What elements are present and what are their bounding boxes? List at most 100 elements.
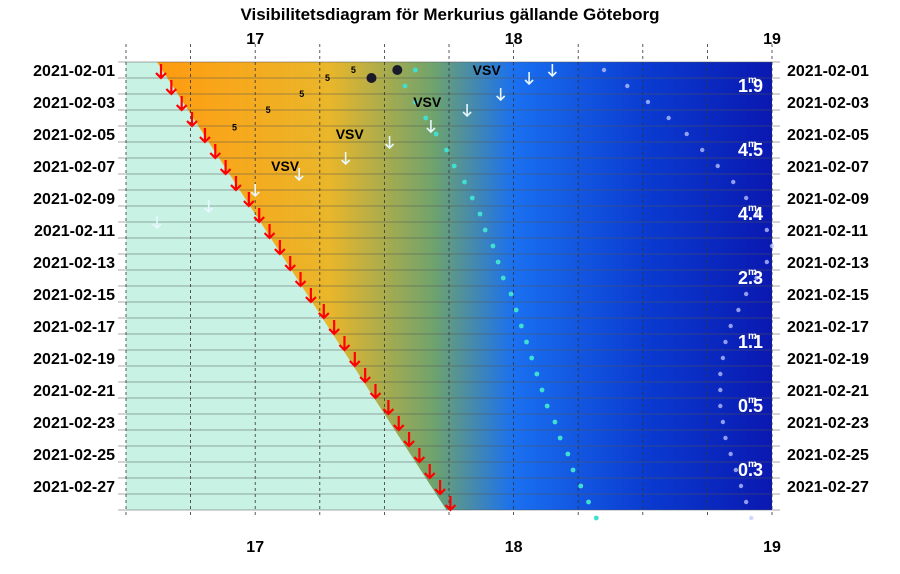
mercury-point (482, 227, 488, 233)
moon-point (743, 291, 749, 297)
magnitude-integer: 4 (738, 140, 748, 160)
sunset-arrowhead (175, 104, 188, 112)
moon-point (736, 307, 741, 313)
moon-point (764, 259, 770, 265)
altitude-label: 5 (325, 73, 330, 83)
moon-point (666, 115, 671, 121)
mercury-point (544, 403, 550, 409)
sunset-arrowhead (328, 328, 340, 336)
moon-point (728, 323, 733, 329)
set-arrowhead (547, 71, 557, 78)
date-label-right: 2021-02-01 (787, 63, 869, 80)
mercury-point (593, 515, 599, 521)
magnitude-decimal: .9 (748, 76, 763, 96)
moon-point (718, 387, 723, 393)
sunset-arrowhead (219, 168, 232, 176)
sunset-arrowhead (209, 152, 222, 160)
altitude-label: 5 (232, 123, 237, 133)
sunset-arrowhead (349, 360, 361, 368)
moon-point (723, 339, 728, 345)
magnitude-unit: m (748, 139, 757, 150)
mercury-point (552, 419, 558, 425)
azimuth-label: VSV (413, 94, 442, 110)
moon-point (738, 483, 744, 489)
mercury-point (534, 371, 540, 377)
date-label-right: 2021-02-17 (787, 319, 869, 336)
moon-point (718, 403, 723, 409)
sunset-arrowhead (230, 184, 242, 192)
date-label-left: 2021-02-01 (33, 63, 115, 80)
magnitude-integer: 1 (738, 76, 748, 96)
date-label-right: 2021-02-19 (787, 351, 869, 368)
magnitude-label: 4 m.4 (738, 203, 763, 224)
set-arrowhead (152, 223, 162, 230)
mercury-point (413, 67, 418, 73)
moon-point (718, 371, 723, 377)
magnitude-label: 1 m.9 (738, 75, 763, 96)
date-label-left: 2021-02-05 (33, 127, 115, 144)
sunset-arrowhead (318, 312, 330, 320)
magnitude-label: 1 m.1 (738, 331, 763, 352)
mercury-point (578, 483, 584, 489)
date-label-right: 2021-02-13 (787, 255, 869, 272)
magnitude-unit: m (748, 331, 757, 342)
set-arrowhead (250, 191, 260, 198)
moon-point (728, 451, 733, 457)
chart-title: Visibilitetsdiagram för Merkurius gällan… (240, 5, 659, 24)
magnitude-decimal: .5 (748, 396, 763, 416)
set-arrowhead (462, 111, 472, 118)
set-arrowhead (341, 159, 351, 166)
magnitude-integer: 2 (738, 268, 748, 288)
magnitude-unit: m (748, 459, 757, 470)
moon-point (743, 195, 749, 201)
magnitude-label: 2 m.3 (738, 267, 763, 288)
mercury-point (508, 291, 514, 297)
mercury-point (570, 467, 576, 473)
date-label-right: 2021-02-09 (787, 191, 869, 208)
date-label-left: 2021-02-07 (33, 159, 115, 176)
magnitude-decimal: .1 (748, 332, 763, 352)
moon-point (723, 435, 728, 441)
set-arrowhead (385, 143, 395, 150)
set-arrowhead (496, 95, 506, 102)
mercury-point (586, 499, 591, 505)
magnitude-integer: 1 (738, 332, 748, 352)
date-label-right: 2021-02-27 (787, 479, 869, 496)
date-label-left: 2021-02-21 (33, 383, 115, 400)
mercury-point (524, 339, 529, 345)
mercury-point (565, 451, 571, 457)
moon-point (720, 355, 726, 361)
hour-label-bottom: 19 (763, 539, 781, 556)
hour-label-bottom: 18 (505, 539, 523, 556)
moon-point (720, 419, 726, 425)
mercury-point (529, 355, 535, 361)
moon-point (684, 131, 689, 137)
date-label-left: 2021-02-15 (33, 287, 115, 304)
magnitude-integer: 0 (738, 460, 748, 480)
moon-point (749, 515, 754, 521)
date-label-left: 2021-02-25 (33, 447, 115, 464)
mercury-point (462, 179, 467, 185)
plot-area (118, 44, 780, 521)
sunset-arrowhead (423, 472, 436, 480)
date-label-left: 2021-02-13 (33, 255, 115, 272)
moon-point (601, 67, 607, 73)
azimuth-label: VSV (473, 62, 502, 78)
magnitude-integer: 4 (738, 204, 748, 224)
sunset-arrowhead (253, 216, 265, 224)
sunset-arrowhead (243, 200, 255, 208)
mercury-point (444, 147, 449, 153)
moon-point (754, 275, 759, 281)
azimuth-label: VSV (336, 126, 365, 142)
magnitude-decimal: .3 (748, 460, 763, 480)
mercury-point (557, 435, 563, 441)
mercury-point (451, 163, 457, 169)
mercury-marker (366, 73, 377, 83)
sunset-arrowhead (444, 504, 457, 512)
magnitude-decimal: .4 (748, 204, 763, 224)
magnitude-decimal: .5 (748, 140, 763, 160)
date-label-right: 2021-02-23 (787, 415, 869, 432)
altitude-label: 5 (351, 65, 356, 75)
mercury-point (477, 211, 483, 217)
altitude-label: 5 (299, 89, 304, 99)
